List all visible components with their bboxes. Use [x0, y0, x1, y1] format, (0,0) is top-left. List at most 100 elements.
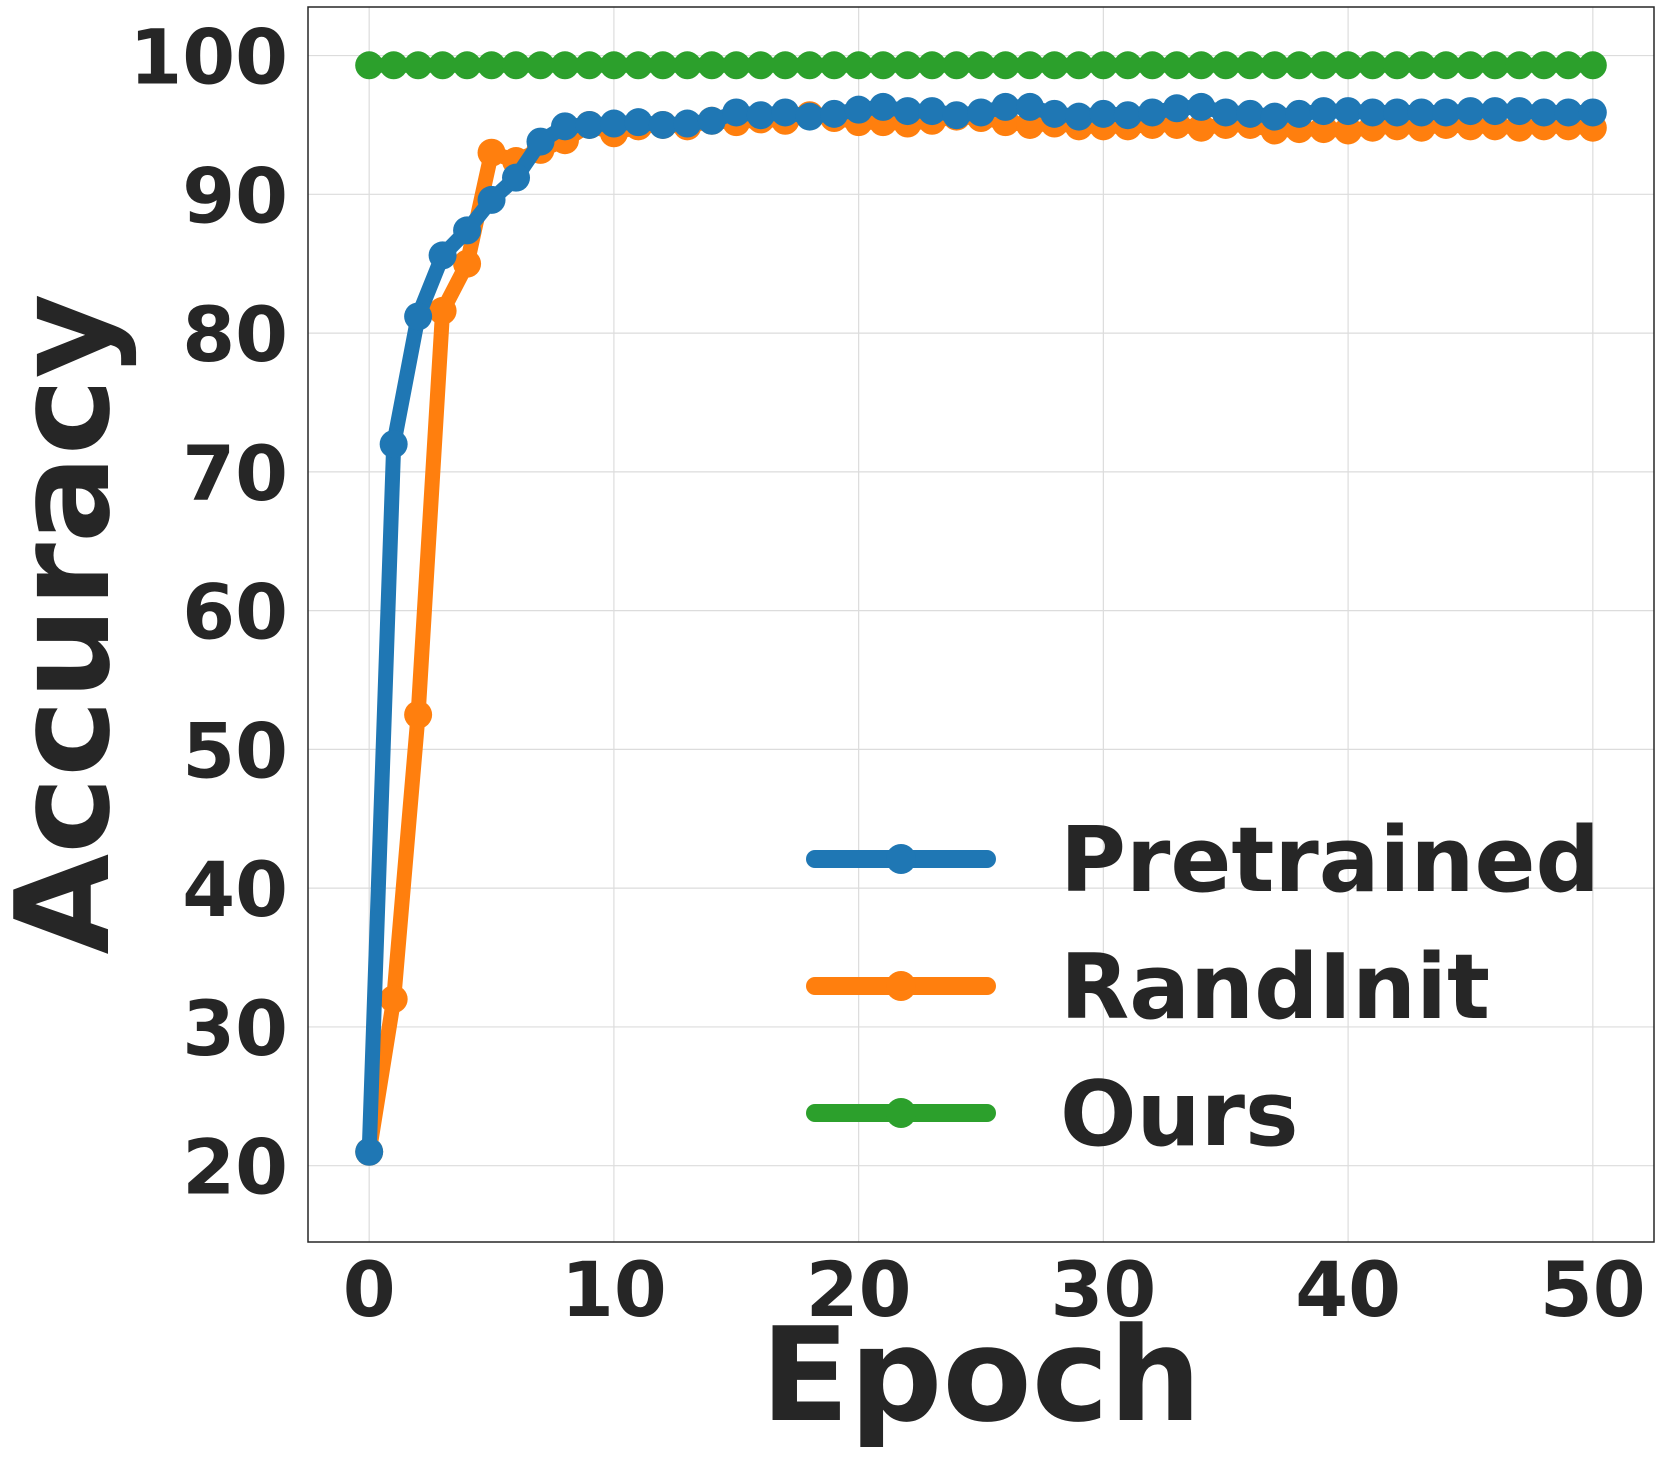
- data-point: [1162, 94, 1191, 123]
- data-point: [722, 98, 751, 127]
- data-point: [820, 51, 849, 80]
- legend-label: Ours: [1060, 1062, 1299, 1167]
- data-point: [477, 138, 506, 167]
- data-point: [624, 51, 653, 80]
- data-point: [1505, 51, 1534, 80]
- data-point: [795, 51, 824, 80]
- data-point: [428, 241, 457, 270]
- data-point: [1358, 51, 1387, 80]
- y-tick-label: 80: [182, 290, 288, 379]
- x-axis-title: Epoch: [761, 1299, 1202, 1451]
- data-point: [550, 51, 579, 80]
- data-point: [918, 51, 947, 80]
- data-point: [1554, 98, 1583, 127]
- y-tick-label: 30: [182, 984, 288, 1073]
- y-tick-label: 70: [182, 429, 288, 518]
- data-point: [404, 700, 433, 729]
- data-point: [1334, 116, 1363, 145]
- legend-marker: [886, 844, 916, 874]
- data-point: [1236, 99, 1265, 128]
- data-point: [1113, 101, 1142, 130]
- data-point: [673, 51, 702, 80]
- data-point: [477, 51, 506, 80]
- data-point: [648, 110, 677, 139]
- data-point: [1431, 51, 1460, 80]
- data-point: [1113, 51, 1142, 80]
- legend-label: RandInit: [1060, 935, 1490, 1040]
- data-point: [1529, 51, 1558, 80]
- data-point: [379, 430, 408, 459]
- x-tick-label: 20: [806, 1245, 912, 1334]
- data-point: [1187, 92, 1216, 121]
- data-point: [1040, 99, 1069, 128]
- data-point: [1383, 51, 1412, 80]
- data-point: [599, 51, 628, 80]
- legend-label: Pretrained: [1060, 808, 1600, 913]
- legend-item-randinit: RandInit: [806, 935, 1490, 1040]
- data-point: [1064, 102, 1093, 131]
- data-point: [1456, 97, 1485, 126]
- data-point: [1211, 51, 1240, 80]
- data-point: [1260, 51, 1289, 80]
- data-point: [453, 249, 482, 278]
- y-axis-title: Accuracy: [0, 294, 139, 955]
- data-point: [967, 51, 995, 80]
- data-point: [1578, 98, 1607, 127]
- data-point: [1162, 51, 1191, 80]
- data-point: [1015, 51, 1044, 80]
- data-point: [575, 110, 604, 139]
- y-tick-label: 50: [182, 706, 288, 795]
- data-point: [428, 51, 457, 80]
- data-point: [404, 51, 433, 80]
- data-point: [1089, 99, 1118, 128]
- data-point: [526, 127, 555, 156]
- data-point: [1236, 51, 1265, 80]
- data-point: [746, 51, 775, 80]
- y-tick-label: 60: [182, 568, 288, 657]
- x-tick-label: 40: [1295, 1245, 1401, 1334]
- data-point: [918, 97, 947, 126]
- data-point: [1285, 51, 1314, 80]
- data-point: [1480, 51, 1509, 80]
- data-point: [428, 296, 457, 325]
- data-point: [1138, 98, 1167, 127]
- data-point: [502, 163, 531, 192]
- y-tick-label: 90: [182, 151, 288, 240]
- data-point: [991, 51, 1020, 80]
- data-point: [844, 95, 873, 124]
- data-point: [942, 51, 971, 80]
- data-point: [869, 51, 898, 80]
- data-point: [1089, 51, 1118, 80]
- data-point: [746, 101, 775, 130]
- x-tick-label: 10: [561, 1245, 667, 1334]
- data-point: [453, 216, 482, 245]
- data-point: [648, 51, 677, 80]
- data-point: [1309, 51, 1338, 80]
- data-point: [1040, 51, 1069, 80]
- data-point: [1334, 97, 1363, 126]
- data-point: [1015, 92, 1044, 121]
- data-point: [697, 51, 726, 80]
- data-point: [893, 97, 922, 126]
- y-tick-label: 100: [129, 13, 288, 102]
- legend-item-ours: Ours: [806, 1062, 1299, 1167]
- data-point: [1309, 97, 1338, 126]
- data-point: [771, 98, 800, 127]
- data-point: [404, 302, 433, 331]
- data-point: [550, 112, 579, 141]
- data-point: [1260, 102, 1289, 131]
- data-point: [1064, 51, 1093, 80]
- data-point: [967, 98, 995, 127]
- data-point: [526, 51, 555, 80]
- data-point: [1211, 98, 1240, 127]
- y-tick-label: 40: [182, 845, 288, 934]
- legend-marker: [886, 971, 916, 1001]
- plot-frame: [307, 6, 1655, 1243]
- data-point: [1187, 113, 1216, 142]
- data-point: [820, 99, 849, 128]
- data-point: [1138, 51, 1167, 80]
- data-point: [1505, 97, 1534, 126]
- data-point: [1187, 51, 1216, 80]
